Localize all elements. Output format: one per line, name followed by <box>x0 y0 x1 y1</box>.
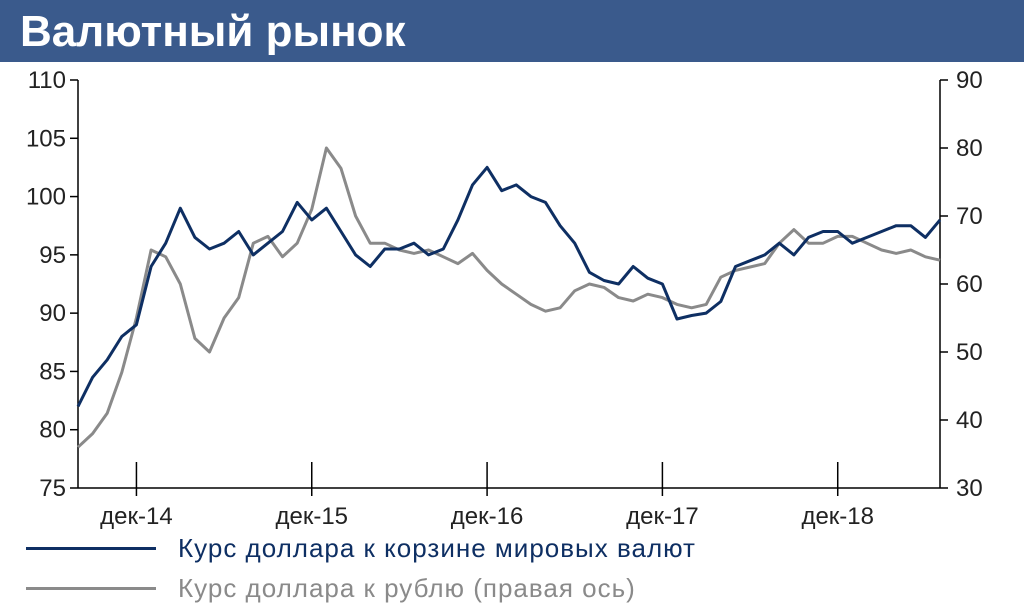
left-tick-label: 100 <box>26 184 66 211</box>
right-tick-label: 50 <box>956 339 983 366</box>
x-tick-label: дек-14 <box>100 503 173 530</box>
x-tick-label: дек-18 <box>801 503 874 530</box>
axes: 75 80 85 90 95 100 105 110 30 40 50 60 70 80 90 дек-14 д… <box>26 67 983 530</box>
right-tick-label: 30 <box>956 475 983 502</box>
left-tick-label: 80 <box>39 417 66 444</box>
legend-item-rub: Курс доллара к рублю (правая ось) <box>20 570 1010 606</box>
left-tick-label: 75 <box>39 475 66 502</box>
chart-title: Валютный рынок <box>20 7 406 56</box>
right-tick-label: 70 <box>956 203 983 230</box>
series-line-rub <box>76 146 941 449</box>
left-tick-label: 90 <box>39 300 66 327</box>
title-bar: Валютный рынок <box>0 0 1024 62</box>
legend-label-rub: Курс доллара к рублю (правая ось) <box>178 573 636 603</box>
legend-item-dxy: Курс доллара к корзине мировых валют <box>20 530 1010 566</box>
left-tick-label: 105 <box>26 125 66 152</box>
x-tick-label: дек-16 <box>451 503 524 530</box>
left-tick-label: 95 <box>39 242 66 269</box>
legend-label-dxy: Курс доллара к корзине мировых валют <box>178 533 696 563</box>
right-tick-label: 40 <box>956 407 983 434</box>
right-tick-label: 90 <box>956 67 983 94</box>
x-tick-label: дек-15 <box>275 503 348 530</box>
left-tick-label: 110 <box>28 67 66 94</box>
left-tick-label: 85 <box>39 358 66 385</box>
right-tick-label: 80 <box>956 135 983 162</box>
legend-swatch-rub <box>26 587 156 590</box>
series-layer <box>76 146 942 449</box>
series-line-dxy <box>76 165 942 408</box>
legend: Курс доллара к корзине мировых валют Кур… <box>20 530 1010 606</box>
x-tick-label: дек-17 <box>626 503 699 530</box>
legend-swatch-dxy <box>26 547 156 550</box>
right-tick-label: 60 <box>956 271 983 298</box>
